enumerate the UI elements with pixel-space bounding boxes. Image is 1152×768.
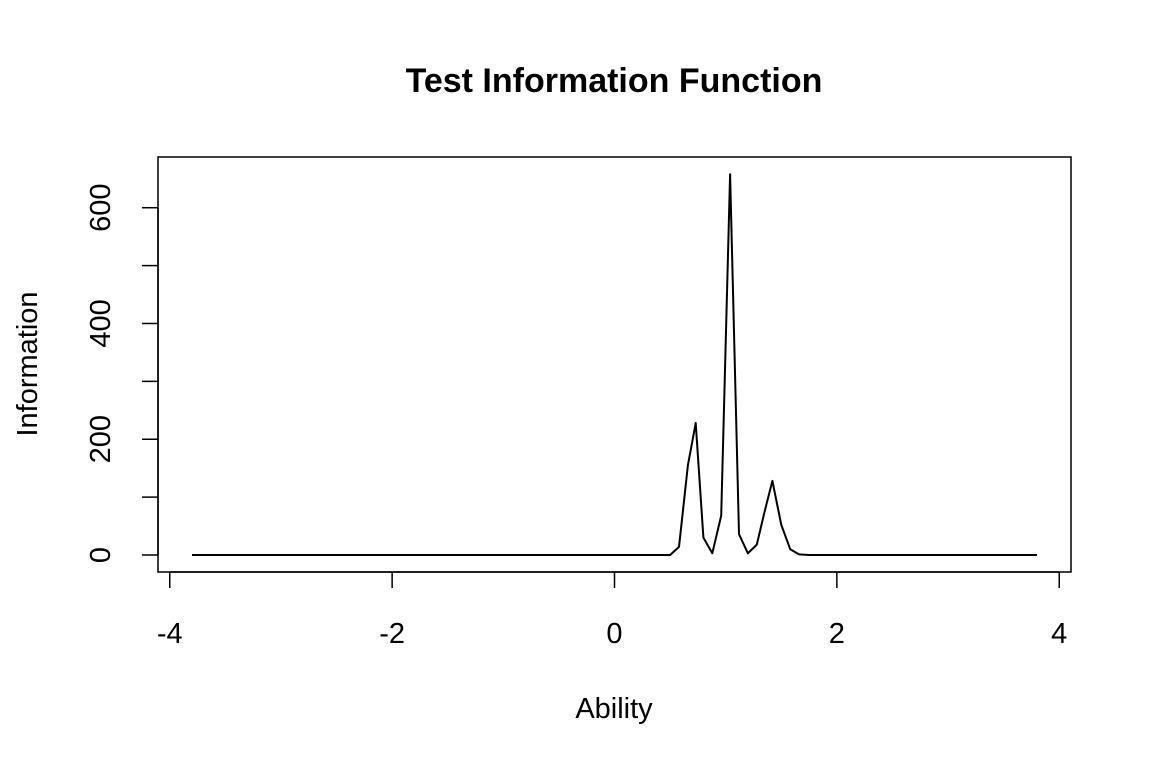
series-line [192, 173, 1037, 556]
x-axis-label: Ability [575, 693, 653, 725]
x-tick-label: 2 [829, 618, 845, 650]
x-tick-label: 0 [606, 618, 622, 650]
chart-title: Test Information Function [406, 62, 823, 100]
x-tick-label: -4 [157, 618, 183, 650]
y-tick-label: 600 [85, 184, 117, 232]
series-layer [192, 173, 1037, 556]
x-tick-label: -2 [379, 618, 405, 650]
y-axis-label: Information [12, 291, 44, 436]
y-tick-label: 400 [85, 299, 117, 347]
y-tick-label: 0 [85, 547, 117, 563]
y-axis: 0 200 400 600 [85, 184, 159, 563]
x-tick-label: 4 [1051, 618, 1067, 650]
x-axis: -4 -2 0 2 4 [157, 571, 1067, 650]
y-tick-label: 200 [85, 415, 117, 463]
